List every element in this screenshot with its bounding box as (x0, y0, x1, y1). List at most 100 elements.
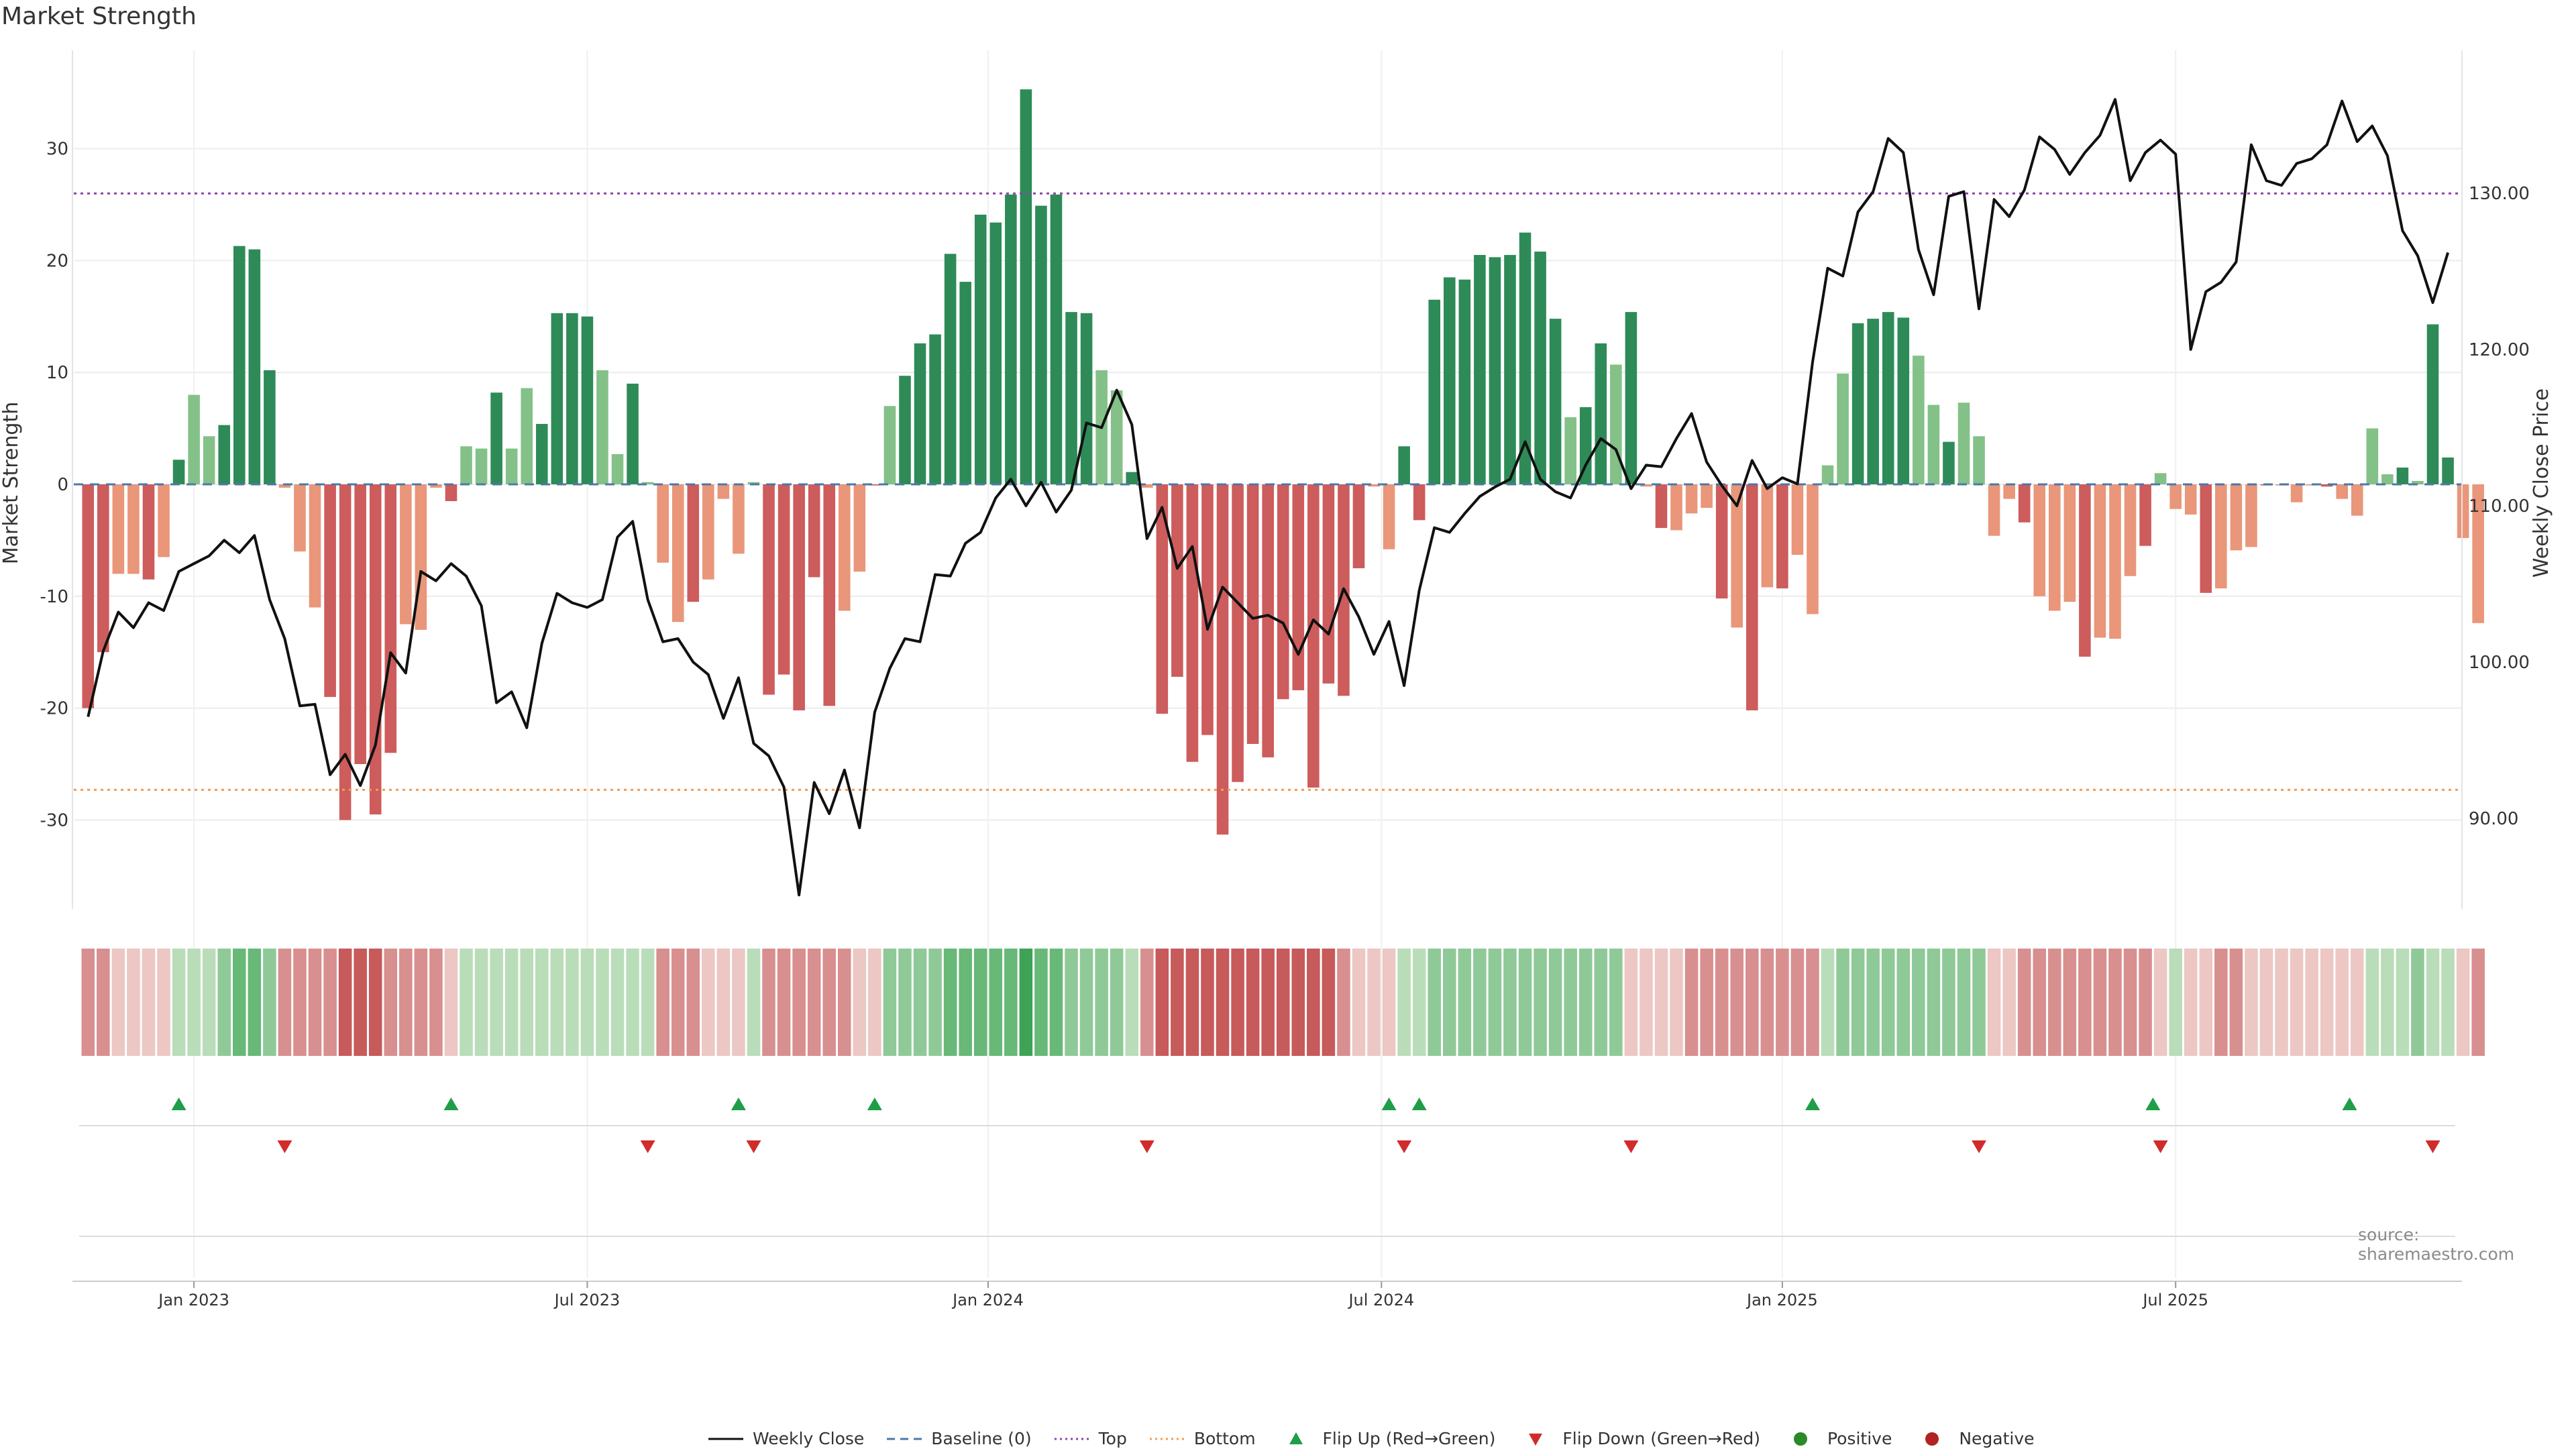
y-tick-label: 30 (46, 140, 68, 160)
strength-bar (172, 460, 185, 484)
y-tick-label: -30 (40, 810, 68, 830)
heat-cell (1700, 949, 1713, 1056)
strength-bar (1413, 484, 1426, 521)
strength-bar (2320, 484, 2333, 487)
heat-cell (1987, 949, 2001, 1056)
heat-cell (172, 949, 186, 1056)
heat-cell (1881, 949, 1895, 1056)
strength-bar (793, 484, 805, 710)
strength-bar (2063, 484, 2076, 602)
flip-down-marker (1397, 1140, 1412, 1153)
heat-cell (928, 949, 942, 1056)
flip-up-marker (2145, 1097, 2161, 1110)
heat-cell (943, 949, 957, 1056)
strength-bar (203, 436, 215, 484)
strength-bar (278, 484, 291, 488)
legend-swatch-icon (708, 1438, 743, 1440)
heat-cell (2396, 949, 2410, 1056)
x-tick-label: Jul 2025 (2141, 1291, 2208, 1309)
strength-bar (869, 484, 881, 486)
heat-cell (853, 949, 867, 1056)
heat-cell (97, 949, 110, 1056)
heat-cell (777, 949, 791, 1056)
heat-cell (1942, 949, 1955, 1056)
heat-cell (868, 949, 881, 1056)
y2-tick-label: 90.00 (2469, 809, 2518, 829)
flip-down-marker (2153, 1140, 2168, 1153)
legend-label: Weekly Close (753, 1429, 865, 1448)
heat-cell (2002, 949, 2016, 1056)
flip-up-marker (867, 1097, 882, 1110)
strength-bar (1035, 205, 1047, 484)
strength-bar (1504, 255, 1516, 484)
strength-bar (1398, 446, 1410, 484)
strength-bar (2245, 484, 2257, 547)
strength-bar (445, 484, 458, 502)
strength-bar (914, 343, 926, 484)
strength-bar (777, 484, 790, 675)
heat-cell (1927, 949, 1941, 1056)
x-axis: Jan 2023 Jul 2023 Jan 2024 Jul 2024 Jan 2025… (72, 1281, 2462, 1309)
strength-bar (1232, 484, 1244, 782)
strength-bar (233, 246, 246, 484)
y2-tick-label: 120.00 (2469, 340, 2530, 360)
heat-cell (1836, 949, 1849, 1056)
strength-bar (475, 448, 488, 484)
heat-cell (2305, 949, 2318, 1056)
heat-cell (1382, 949, 1396, 1056)
strength-bar (808, 484, 820, 578)
strength-bar (823, 484, 836, 706)
strength-bars (82, 89, 2484, 835)
strength-bar (2442, 457, 2454, 484)
legend-label: Flip Down (Green→Red) (1562, 1429, 1760, 1448)
strength-bar (1050, 194, 1063, 484)
legend-item: Baseline (0) (885, 1429, 1032, 1448)
heat-cell (2229, 949, 2243, 1056)
heat-cell (1155, 949, 1169, 1056)
strength-bar (944, 254, 957, 484)
heat-cell (1866, 949, 1880, 1056)
strength-bar (82, 484, 95, 708)
y-tick-label: -10 (40, 587, 68, 607)
heat-cell (1171, 949, 1184, 1056)
heat-cell (550, 949, 564, 1056)
heat-cell (822, 949, 836, 1056)
strength-bar (899, 376, 911, 484)
heat-cell (2365, 949, 2379, 1056)
heat-cell (1034, 949, 1048, 1056)
legend-item: Flip Down (Green→Red) (1517, 1429, 1760, 1448)
axes: -30 -20 -10 0 10 20 30 90.00 100.00 110.00 120.00 1… (40, 50, 2530, 909)
strength-bar (2472, 484, 2484, 623)
strength-bar (1807, 484, 1819, 614)
heat-cell (1079, 949, 1093, 1056)
strength-bar (2366, 428, 2379, 484)
strength-bar (1126, 472, 1138, 484)
heat-cell (1896, 949, 1911, 1056)
heat-cell (474, 949, 488, 1056)
heat-cell (2441, 949, 2455, 1056)
heat-cell (2048, 949, 2061, 1056)
strength-bar (1943, 441, 1955, 484)
heat-cell (444, 949, 458, 1056)
heat-cell (989, 949, 1003, 1056)
legend-swatch-icon (1793, 1432, 1807, 1446)
strength-bar (1352, 484, 1365, 569)
y-tick-label: 20 (46, 251, 68, 271)
strength-bar (1625, 312, 1638, 484)
source-note: source: sharemaestro.com (2358, 1225, 2515, 1264)
heat-cell (127, 949, 140, 1056)
y2-tick-label: 110.00 (2469, 496, 2530, 517)
heat-cell (1140, 949, 1154, 1056)
flip-down-marker (277, 1140, 292, 1153)
strength-bar (2412, 480, 2424, 484)
strength-bar (1655, 484, 1668, 529)
strength-bar (1610, 364, 1622, 484)
flip-down-marker (746, 1140, 761, 1153)
heat-cell (1972, 949, 1986, 1056)
strength-bar (2003, 484, 2015, 499)
strength-bar (2426, 324, 2439, 484)
heat-cell (1624, 949, 1638, 1056)
strength-bar (2184, 484, 2197, 515)
heat-cell (1760, 949, 1774, 1056)
strength-bar (2290, 484, 2303, 502)
